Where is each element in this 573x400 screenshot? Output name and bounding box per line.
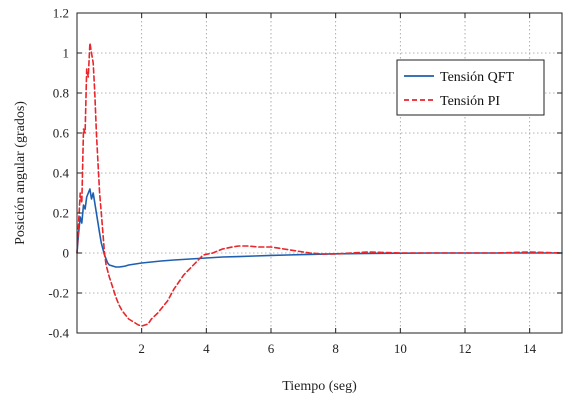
legend: Tensión QFT Tensión PI: [396, 59, 545, 116]
series-line-qft: [76, 188, 563, 268]
x-tick-label: 8: [332, 341, 339, 356]
y-tick-label: 0.4: [53, 166, 70, 181]
legend-box: [396, 59, 545, 116]
x-tick-label: 14: [523, 341, 537, 356]
tick-layer: 2 4 6 8 10 12 14 -0.4 -0.2 0 0.2 0.4 0.6 0.8 1 1.2: [48, 6, 562, 356]
series-layer: [76, 42, 563, 327]
y-tick-label: 0.6: [53, 126, 70, 141]
y-tick-label: 0: [63, 246, 70, 261]
y-axis-title: Posición angular (grados): [13, 101, 28, 245]
y-tick-label: 1: [63, 46, 70, 61]
y-tick-label: 1.2: [53, 6, 69, 21]
x-tick-label: 4: [203, 341, 210, 356]
x-tick-label: 10: [394, 341, 407, 356]
x-axis-title: Tiempo (seg): [282, 379, 357, 394]
x-tick-label: 12: [459, 341, 472, 356]
legend-label-pi: Tensión PI: [440, 94, 500, 109]
y-tick-label: -0.2: [48, 286, 69, 301]
x-tick-label: 6: [268, 341, 275, 356]
y-tick-label: -0.4: [48, 326, 69, 341]
y-tick-label: 0.8: [53, 86, 69, 101]
x-tick-label: 2: [138, 341, 145, 356]
legend-label-qft: Tensión QFT: [440, 70, 515, 85]
series-line-pi: [76, 42, 563, 327]
y-tick-label: 0.2: [53, 206, 69, 221]
